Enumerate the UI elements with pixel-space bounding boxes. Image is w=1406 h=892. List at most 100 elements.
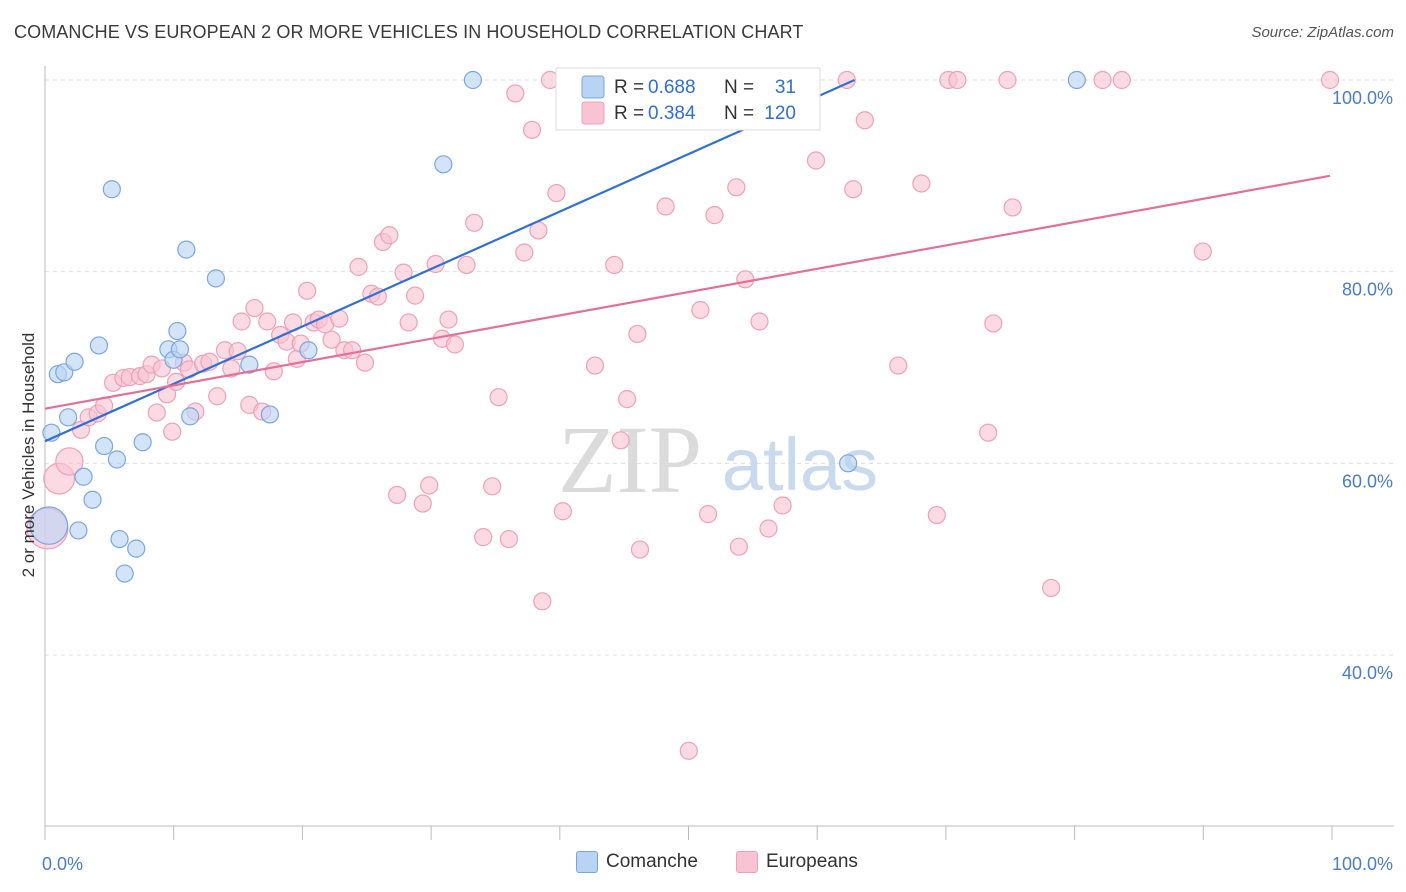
comanche-point-22 xyxy=(181,407,200,426)
europeans-r-label: R = xyxy=(614,103,644,124)
europeans-point-60 xyxy=(439,310,458,329)
tick-labels: 40.0% 60.0% 80.0% 100.0% 0.0% 100.0% xyxy=(42,88,1393,874)
comanche-point-10 xyxy=(95,436,114,456)
comanche-point-14 xyxy=(115,564,134,583)
comanche-legend-swatch xyxy=(581,75,605,99)
europeans-point-66 xyxy=(489,388,508,407)
comanche-point-28 xyxy=(463,70,483,90)
europeans-point-88 xyxy=(691,300,710,320)
source-credit: Source: ZipAtlas.com xyxy=(1251,24,1394,41)
y-tick-label-60: 60.0% xyxy=(1342,471,1393,491)
y-tick-label-40: 40.0% xyxy=(1342,663,1393,683)
europeans-point-31 xyxy=(258,312,277,331)
europeans-point-72 xyxy=(533,592,552,611)
europeans-point-42 xyxy=(322,330,341,349)
europeans-swatch xyxy=(736,851,758,873)
bottom-legend: Comanche Europeans xyxy=(0,851,1406,879)
europeans-trendline xyxy=(44,174,1331,410)
comanche-point-0 xyxy=(29,506,69,545)
europeans-point-79 xyxy=(605,255,624,275)
europeans-point-45 xyxy=(343,341,362,360)
europeans-point-46 xyxy=(349,257,368,276)
europeans-point-83 xyxy=(630,540,650,559)
europeans-point-68 xyxy=(506,84,525,103)
comanche-point-19 xyxy=(168,321,187,341)
europeans-point-56 xyxy=(413,494,432,513)
europeans-point-93 xyxy=(729,537,749,556)
y-axis-title: 2 or more Vehicles in Household xyxy=(19,333,38,578)
comanche-points xyxy=(29,70,1086,583)
europeans-legend-swatch xyxy=(581,101,605,125)
comanche-point-13 xyxy=(110,529,129,549)
comanche-point-5 xyxy=(65,352,84,371)
europeans-point-109 xyxy=(948,70,967,90)
europeans-point-118 xyxy=(1320,70,1340,90)
comanche-trendline xyxy=(44,78,855,443)
comanche-point-21 xyxy=(177,240,196,259)
europeans-point-65 xyxy=(483,477,502,496)
comanche-point-27 xyxy=(434,155,453,174)
europeans-point-16 xyxy=(163,422,182,441)
comanche-point-23 xyxy=(206,269,226,288)
europeans-point-55 xyxy=(405,286,425,305)
europeans-n-value: 120 xyxy=(764,103,796,124)
europeans-point-106 xyxy=(912,174,931,193)
europeans-point-47 xyxy=(355,353,375,372)
europeans-point-29 xyxy=(245,298,264,318)
comanche-point-12 xyxy=(107,450,127,469)
europeans-point-54 xyxy=(399,313,418,332)
legend-item-europeans: Europeans xyxy=(736,851,858,873)
comanche-point-15 xyxy=(127,539,146,558)
europeans-point-112 xyxy=(998,70,1017,90)
europeans-point-110 xyxy=(979,423,998,442)
watermark-zip: ZIP xyxy=(558,406,702,513)
x-tick-label-0: 0.0% xyxy=(42,854,83,874)
europeans-point-105 xyxy=(889,356,908,375)
europeans-point-64 xyxy=(474,528,493,547)
comanche-point-16 xyxy=(133,433,152,452)
europeans-point-80 xyxy=(611,431,630,450)
europeans-point-114 xyxy=(1042,578,1061,598)
europeans-r-value: 0.384 xyxy=(648,103,696,124)
comanche-point-7 xyxy=(74,467,93,486)
legend-item-comanche: Comanche xyxy=(576,851,698,873)
europeans-point-104 xyxy=(855,111,874,130)
europeans-point-98 xyxy=(773,496,792,515)
europeans-point-51 xyxy=(380,226,399,245)
legend-label-comanche: Comanche xyxy=(606,851,698,872)
stats-legend: R = 0.688 N = 31 R = 0.384 N = 120 xyxy=(555,67,821,131)
europeans-point-97 xyxy=(759,519,778,538)
europeans-point-27 xyxy=(232,312,251,331)
europeans-point-85 xyxy=(656,197,675,216)
comanche-n-value: 31 xyxy=(775,77,796,98)
comanche-point-25 xyxy=(260,405,279,424)
comanche-point-29 xyxy=(1067,70,1086,90)
europeans-point-69 xyxy=(515,243,534,262)
europeans-point-62 xyxy=(457,255,476,275)
europeans-point-90 xyxy=(705,206,724,225)
y-tick-label-80: 80.0% xyxy=(1342,280,1393,300)
comanche-swatch xyxy=(576,851,598,873)
europeans-point-52 xyxy=(387,485,407,505)
trendlines xyxy=(44,78,1331,443)
comanche-point-6 xyxy=(69,521,88,540)
comanche-point-8 xyxy=(83,490,102,509)
comanche-point-11 xyxy=(102,180,121,199)
europeans-point-111 xyxy=(984,314,1003,333)
europeans-point-92 xyxy=(727,178,746,197)
legend-label-europeans: Europeans xyxy=(766,851,858,872)
europeans-point-87 xyxy=(679,741,698,760)
europeans-point-25 xyxy=(222,359,241,378)
y-tick-label-100: 100.0% xyxy=(1332,88,1393,108)
europeans-point-57 xyxy=(420,476,439,495)
europeans-point-89 xyxy=(698,505,718,524)
europeans-point-75 xyxy=(553,502,572,521)
axes xyxy=(44,66,1394,840)
comanche-point-20 xyxy=(170,340,190,359)
europeans-point-38 xyxy=(298,281,317,300)
europeans-point-70 xyxy=(522,120,542,139)
europeans-point-117 xyxy=(1193,242,1212,261)
europeans-point-115 xyxy=(1093,70,1112,90)
europeans-point-94 xyxy=(736,270,755,289)
